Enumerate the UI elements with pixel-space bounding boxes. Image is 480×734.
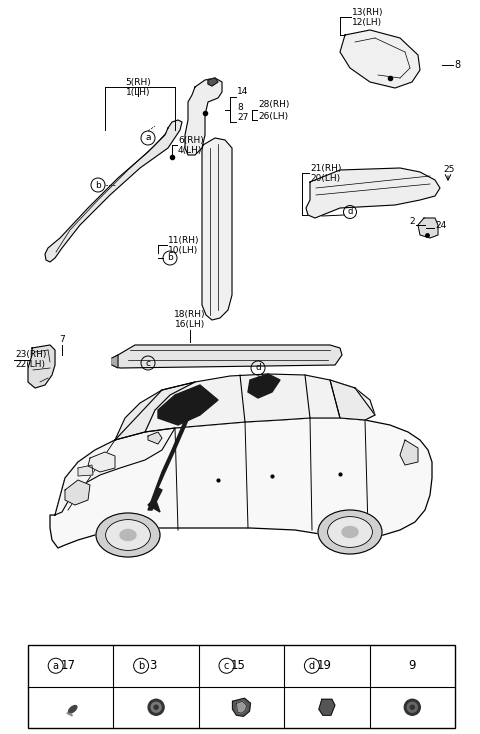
- Text: 26(LH): 26(LH): [258, 112, 288, 120]
- Polygon shape: [145, 374, 375, 432]
- Circle shape: [154, 705, 158, 709]
- Polygon shape: [88, 452, 115, 472]
- Polygon shape: [418, 218, 438, 238]
- Text: 28(RH): 28(RH): [258, 101, 289, 109]
- Polygon shape: [148, 432, 162, 444]
- Text: 21(RH): 21(RH): [310, 164, 341, 172]
- Circle shape: [148, 700, 164, 715]
- Ellipse shape: [318, 510, 382, 554]
- Text: 25: 25: [443, 165, 455, 175]
- Text: d: d: [348, 208, 353, 217]
- Polygon shape: [115, 382, 195, 440]
- Text: 3: 3: [149, 659, 157, 672]
- Text: 8: 8: [237, 103, 243, 112]
- Text: 15: 15: [231, 659, 246, 672]
- Polygon shape: [232, 698, 251, 716]
- Text: 6(RH): 6(RH): [178, 136, 204, 145]
- Text: 5(RH): 5(RH): [125, 78, 151, 87]
- Text: c: c: [224, 661, 229, 671]
- Text: 14: 14: [237, 87, 248, 96]
- Text: 23(RH): 23(RH): [15, 351, 47, 360]
- Text: a: a: [53, 661, 59, 671]
- Polygon shape: [185, 78, 222, 155]
- Text: b: b: [138, 661, 144, 671]
- Text: 10(LH): 10(LH): [168, 245, 198, 255]
- Polygon shape: [50, 418, 432, 548]
- Text: d: d: [309, 661, 315, 671]
- Circle shape: [408, 702, 417, 712]
- Text: 2: 2: [409, 217, 415, 227]
- Circle shape: [410, 705, 414, 709]
- Polygon shape: [65, 480, 90, 505]
- Ellipse shape: [327, 517, 372, 548]
- Text: 4(LH): 4(LH): [178, 145, 203, 154]
- Text: 24: 24: [435, 220, 446, 230]
- Ellipse shape: [106, 520, 150, 550]
- Circle shape: [404, 700, 420, 715]
- Polygon shape: [237, 701, 247, 713]
- Polygon shape: [55, 428, 175, 515]
- Polygon shape: [400, 440, 418, 465]
- Text: c: c: [145, 358, 151, 368]
- Text: b: b: [167, 253, 173, 263]
- Text: 11(RH): 11(RH): [168, 236, 200, 244]
- Text: a: a: [145, 134, 151, 142]
- Ellipse shape: [69, 705, 77, 713]
- Polygon shape: [319, 700, 335, 715]
- Ellipse shape: [342, 526, 358, 537]
- Ellipse shape: [120, 529, 136, 540]
- Text: 13(RH): 13(RH): [352, 7, 384, 16]
- Polygon shape: [340, 30, 420, 88]
- Polygon shape: [148, 420, 188, 510]
- Polygon shape: [45, 120, 182, 262]
- Text: 17: 17: [60, 659, 75, 672]
- Text: 19: 19: [316, 659, 331, 672]
- Text: 20(LH): 20(LH): [310, 175, 340, 184]
- Polygon shape: [148, 498, 160, 512]
- Bar: [28, 645, 455, 728]
- Text: 12(LH): 12(LH): [352, 18, 382, 26]
- Polygon shape: [28, 345, 55, 388]
- Text: 16(LH): 16(LH): [175, 321, 205, 330]
- Polygon shape: [158, 385, 218, 425]
- Text: 1(LH): 1(LH): [126, 87, 150, 96]
- Circle shape: [151, 702, 161, 712]
- Text: 7: 7: [59, 335, 65, 344]
- Text: 27: 27: [237, 114, 248, 123]
- Polygon shape: [330, 380, 375, 420]
- Polygon shape: [202, 138, 232, 320]
- Polygon shape: [306, 168, 440, 218]
- Polygon shape: [112, 345, 342, 368]
- Text: 22(LH): 22(LH): [15, 360, 45, 369]
- Text: 8: 8: [454, 60, 460, 70]
- Text: 18(RH): 18(RH): [174, 310, 206, 319]
- Polygon shape: [248, 374, 280, 398]
- Ellipse shape: [96, 513, 160, 557]
- Polygon shape: [112, 355, 118, 368]
- Polygon shape: [78, 465, 93, 476]
- Text: b: b: [95, 181, 101, 189]
- Polygon shape: [208, 78, 218, 86]
- Text: d: d: [255, 363, 261, 372]
- Text: 9: 9: [408, 659, 416, 672]
